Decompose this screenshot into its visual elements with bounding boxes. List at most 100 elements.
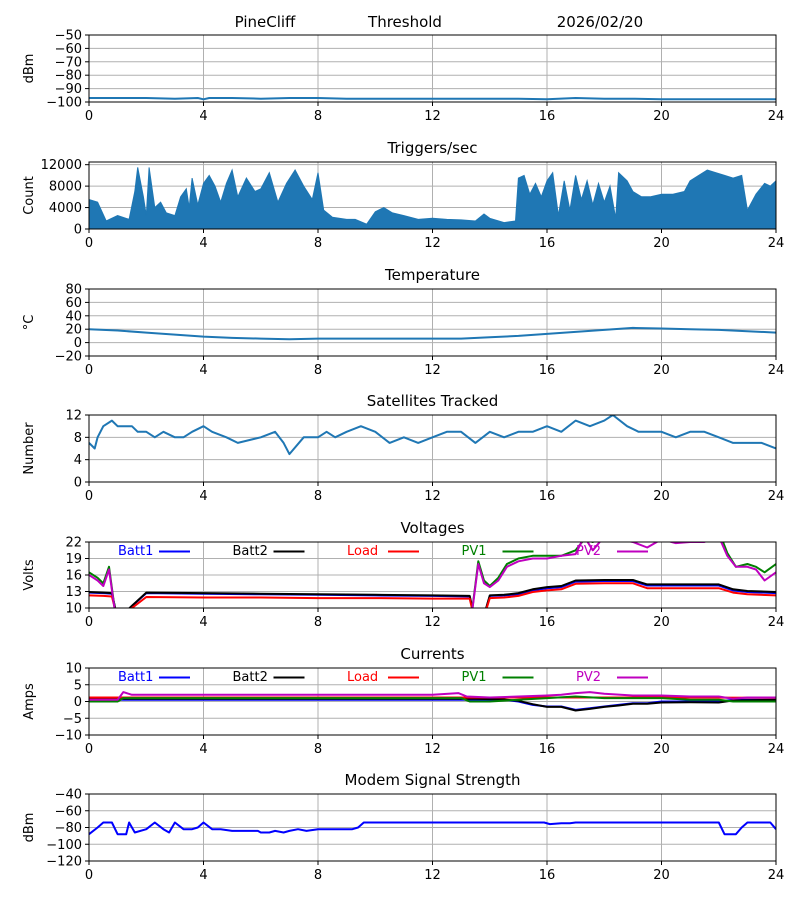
signal-series [89,97,776,101]
triggers-ytick-label: 0 [74,223,82,238]
currents-xtick-label: 4 [199,742,207,757]
panel-signal: 0 4 8 12 16 20 24 −100−90−80−70−60−50 dBm [22,29,784,125]
temperature-ylabel: °C [22,315,37,331]
triggers-ytick-label: 12000 [41,158,82,173]
voltages-ylabel: Volts [22,559,37,591]
signal-xtick-label: 20 [653,109,670,124]
temperature-ytick-label: 60 [65,296,82,311]
voltages-xtick-label: 24 [768,615,785,630]
triggers-xtick-label: 0 [85,236,93,251]
satellites-xtick-label: 24 [768,489,785,504]
voltages-xtick-label: 4 [199,615,207,630]
satellites-ylabel: Number [22,422,37,475]
signal-ytick-label: −100 [46,96,82,111]
voltages-line-pv2 [89,542,776,608]
currents-ytick-label: −10 [55,729,82,744]
currents-legend-label-load: Load [347,670,378,685]
satellites-ytick-label: 4 [74,453,82,468]
temperature-ytick-label: 20 [65,323,82,338]
voltages-series [89,542,776,608]
currents-legend-label-pv2: PV2 [576,670,601,685]
voltages-legend-label-pv2: PV2 [576,544,601,559]
voltages-legend-label-batt1: Batt1 [118,544,153,559]
currents-legend-label-batt1: Batt1 [118,670,153,685]
voltages-legend-label-pv1: PV1 [462,544,487,559]
temperature-line-temperature [89,326,776,341]
currents-ylabel: Amps [22,683,37,720]
currents-title: Currents [400,645,464,663]
voltages-line-load [89,582,776,608]
satellites-grid [88,414,777,483]
modem-ytick-label: −100 [46,838,82,853]
modem-ytick-label: −120 [46,855,82,870]
signal-ytick-label: −70 [55,55,82,70]
currents-xtick-label: 20 [653,742,670,757]
temperature-xtick-label: 12 [424,363,441,378]
temperature-xtick-label: 0 [85,363,93,378]
voltages-xtick-label: 16 [539,615,556,630]
modem-xtick-label: 8 [314,868,322,883]
triggers-title: Triggers/sec [387,139,478,157]
satellites-ytick-label: 8 [74,431,82,446]
voltages-line-batt2 [89,579,776,608]
temperature-grid [88,288,777,357]
currents-series [89,691,776,712]
voltages-legend: Batt1 Batt2 Load PV1 PV2 [118,544,648,559]
chart-header: PineCliff Threshold 2026/02/20 [235,13,644,31]
voltages-legend-label-batt2: Batt2 [233,544,268,559]
modem-ytick-label: −80 [55,821,82,836]
modem-xtick-label: 4 [199,868,207,883]
temperature-xtick-label: 8 [314,363,322,378]
signal-grid [88,34,777,103]
temperature-xtick-label: 4 [199,363,207,378]
voltages-xtick-label: 0 [85,615,93,630]
satellites-xtick-label: 16 [539,489,556,504]
temperature-ytick-label: 80 [65,283,82,298]
voltages-ytick-label: 10 [65,602,82,617]
currents-xtick-label: 0 [85,742,93,757]
triggers-ytick-label: 8000 [49,180,82,195]
satellites-series [89,415,776,456]
currents-ytick-label: −5 [63,712,82,727]
modem-ytick-label: −40 [55,788,82,803]
triggers-xtick-label: 24 [768,236,785,251]
temperature-title: Temperature [384,266,480,284]
modem-series [89,821,776,836]
modem-xtick-label: 12 [424,868,441,883]
triggers-xtick-label: 16 [539,236,556,251]
trigger-mode: Threshold [367,13,442,31]
signal-xtick-label: 8 [314,109,322,124]
satellites-ytick-label: 12 [65,409,82,424]
temperature-xtick-label: 20 [653,363,670,378]
modem-xtick-label: 16 [539,868,556,883]
signal-ylabel: dBm [22,54,37,84]
panel-triggers: 0 4 8 12 16 20 24 0 4000 8000 12000 Triggers/sec Cou… [22,139,784,251]
signal-ytick-label: −80 [55,69,82,84]
currents-legend: Batt1 Batt2 Load PV1 PV2 [118,670,648,685]
triggers-series [89,167,776,229]
signal-line-signal [89,97,776,101]
satellites-title: Satellites Tracked [367,392,498,410]
modem-grid [88,793,777,862]
temperature-series [89,326,776,341]
currents-xtick-label: 12 [424,742,441,757]
satellites-ytick-label: 0 [74,476,82,491]
voltages-ytick-label: 19 [65,552,82,567]
modem-ylabel: dBm [22,813,37,843]
station-name: PineCliff [235,13,296,31]
modem-xtick-label: 24 [768,868,785,883]
satellites-xtick-label: 4 [199,489,207,504]
signal-xtick-label: 0 [85,109,93,124]
signal-ytick-label: −90 [55,82,82,97]
signal-ytick-label: −60 [55,42,82,57]
voltages-xtick-label: 20 [653,615,670,630]
currents-line-pv1 [89,695,776,703]
voltages-xtick-label: 8 [314,615,322,630]
signal-xtick-label: 16 [539,109,556,124]
temperature-xtick-label: 24 [768,363,785,378]
report-date: 2026/02/20 [557,13,643,31]
